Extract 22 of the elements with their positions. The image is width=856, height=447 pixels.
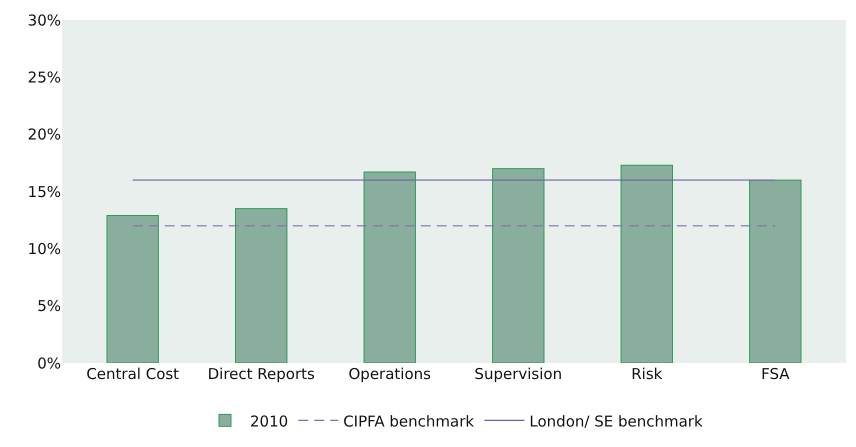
y-tick-label: 10% xyxy=(28,240,61,258)
y-tick-label: 15% xyxy=(28,182,61,201)
legend-label: CIPFA benchmark xyxy=(343,412,474,430)
bar xyxy=(364,172,416,363)
bar xyxy=(620,164,673,363)
y-tick-label: 30% xyxy=(28,11,61,30)
x-tick-label: FSA xyxy=(761,365,790,383)
y-tick-label: 5% xyxy=(37,297,61,316)
legend-label: 2010 xyxy=(250,412,288,430)
legend-label: London/ SE benchmark xyxy=(529,412,703,430)
bar xyxy=(492,168,544,363)
x-tick-label: Central Cost xyxy=(86,365,180,383)
y-tick-label: 20% xyxy=(28,126,61,144)
y-tick-label: 25% xyxy=(28,68,61,86)
bar xyxy=(749,180,802,363)
x-tick-label: Operations xyxy=(348,365,432,383)
bar xyxy=(235,208,288,363)
x-tick-label: Risk xyxy=(631,365,663,383)
x-tick-label: Supervision xyxy=(474,365,562,383)
y-tick-label: 0% xyxy=(37,354,61,372)
x-tick-label: Direct Reports xyxy=(208,365,315,383)
bar xyxy=(106,215,159,363)
